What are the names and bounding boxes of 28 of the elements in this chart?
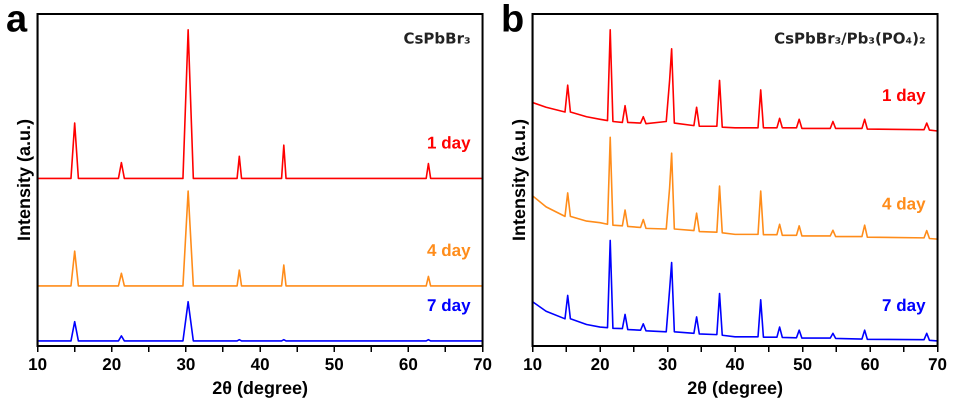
series-label: 4 day (882, 194, 926, 214)
x-tick-label: 10 (523, 354, 542, 374)
x-axis-title: 2θ (degree) (212, 378, 308, 398)
x-axis-title: 2θ (degree) (687, 378, 783, 398)
x-tick-label: 30 (658, 354, 678, 374)
text: b (501, 0, 524, 40)
x-tick-label: 10 (28, 354, 48, 374)
x-tick-label: 30 (176, 354, 196, 374)
text: a (6, 0, 28, 40)
series-label: 1 day (427, 134, 472, 153)
x-tick-label: 40 (726, 354, 745, 374)
x-tick-label: 20 (102, 354, 122, 374)
x-tick-label: 70 (473, 354, 492, 374)
chart-title: CsPbBr₃ (403, 29, 471, 48)
chart-title: CsPbBr₃/Pb₃(PO₄)₂ (774, 29, 926, 48)
series-label: 1 day (882, 86, 926, 106)
series-label: 7 day (427, 296, 472, 316)
x-tick-label: 70 (928, 354, 948, 374)
y-axis-title: Intensity (a.u.) (508, 118, 529, 242)
x-tick-label: 40 (250, 354, 270, 374)
series-label: 4 day (427, 241, 472, 260)
x-tick-label: 60 (860, 354, 880, 374)
x-tick-label: 50 (324, 354, 344, 374)
x-tick-label: 50 (793, 354, 812, 374)
series-label: 7 day (882, 296, 926, 316)
x-tick-label: 20 (590, 354, 610, 374)
x-tick-label: 60 (398, 354, 418, 374)
y-axis-title: Intensity (a.u.) (14, 118, 34, 242)
